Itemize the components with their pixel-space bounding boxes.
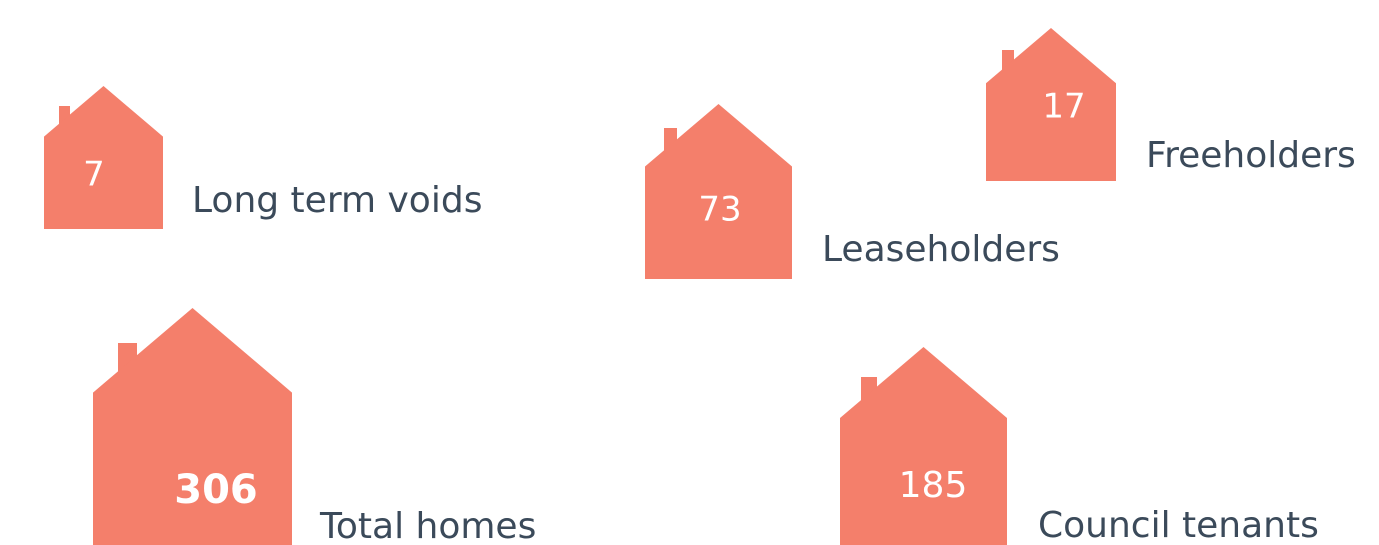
house-item: 73 Leaseholders xyxy=(645,104,1060,279)
house-number: 73 xyxy=(698,190,741,230)
house-item: 17 Freeholders xyxy=(986,28,1356,181)
house-item: 7 Long term voids xyxy=(44,86,482,229)
house-item: 185 Council tenants xyxy=(840,347,1319,545)
house-label: Total homes xyxy=(319,506,536,545)
house-icon xyxy=(645,104,792,279)
house-number: 306 xyxy=(174,467,258,513)
house-number: 7 xyxy=(83,155,105,195)
house-icon xyxy=(44,86,163,229)
house-label: Freeholders xyxy=(1146,135,1356,176)
house-icon xyxy=(840,347,1007,545)
house-label: Long term voids xyxy=(192,180,482,221)
house-icon xyxy=(93,308,292,545)
house-item: 306 Total homes xyxy=(93,308,536,545)
house-number: 17 xyxy=(1042,87,1085,127)
house-label: Council tenants xyxy=(1038,505,1319,545)
house-label: Leaseholders xyxy=(822,229,1060,270)
house-number: 185 xyxy=(899,465,968,506)
house-icon xyxy=(986,28,1116,181)
